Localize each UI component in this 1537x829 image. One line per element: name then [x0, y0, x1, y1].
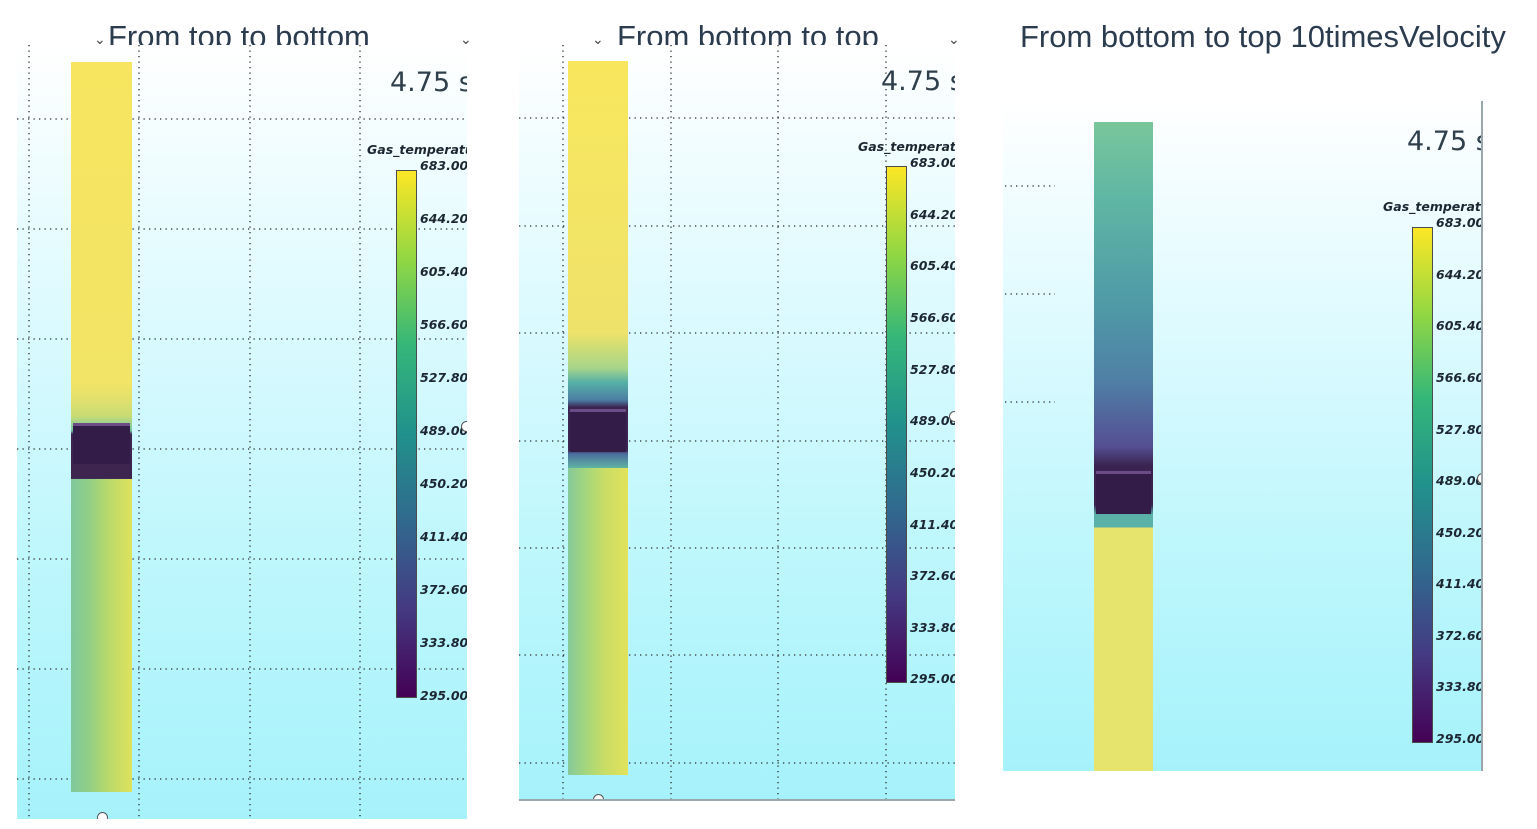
panel-2-cold-particle-bed: [570, 409, 626, 452]
panel-1-corner-marker-icon: ⌄: [94, 31, 106, 47]
panel-2-corner-marker-right-icon: ⌄: [948, 31, 960, 47]
panel-3-tick: 295.00: [1436, 731, 1483, 746]
panel-3-tick: 527.80: [1436, 422, 1483, 437]
panel-2-legend-resize-handle[interactable]: [949, 411, 955, 422]
panel-2-tick: 411.40: [910, 517, 955, 532]
panel-2-tick: 566.60: [910, 310, 955, 325]
panel-1-legend-resize-handle[interactable]: [461, 421, 467, 432]
panel-3-tick: 333.80: [1436, 679, 1483, 694]
panel-3-legend-resize-handle[interactable]: [1477, 473, 1483, 484]
panel-2-bottom-handle[interactable]: [593, 794, 604, 801]
panel-3-tick: 605.40: [1436, 318, 1483, 333]
panel-2-tick: 605.40: [910, 258, 955, 273]
panel-2-tick: 450.20: [910, 465, 955, 480]
panel-1-tick: 333.80: [420, 635, 467, 650]
panel-2-tick: 644.20: [910, 207, 955, 222]
panel-2-tick: 683.00: [910, 155, 955, 170]
panel-2-tick: 527.80: [910, 362, 955, 377]
panel-1-tick: 527.80: [420, 370, 467, 385]
panel-1-bottom-handle[interactable]: [97, 812, 108, 819]
panel-3-title: From bottom to top 10timesVelocity: [1020, 19, 1506, 54]
panel-1-tick: 489.00: [420, 423, 467, 438]
panel-2-legend-title: Gas_temperatu: [858, 139, 955, 154]
panel-2-render-view[interactable]: 4.75 s Gas_temperatu 683.00 644.20 605.4…: [519, 45, 955, 801]
panel-1-tick: 566.60: [420, 317, 467, 332]
panel-3-render-view[interactable]: 4.75 s Gas_temperatu 683.00 644.20 605.4…: [1003, 101, 1483, 771]
panel-2-corner-marker-icon: ⌄: [592, 31, 604, 47]
panel-2-time-readout: 4.75 s: [881, 66, 955, 97]
panel-3-tick: 683.00: [1436, 215, 1483, 230]
panel-3-tick: 489.00: [1436, 473, 1483, 488]
panel-3-tick: 644.20: [1436, 267, 1483, 282]
panel-1-colorbar[interactable]: [396, 170, 417, 698]
panel-1-time-readout: 4.75 s: [390, 67, 467, 98]
panel-3-tick: 372.60: [1436, 628, 1483, 643]
panel-1-cold-particle-bed: [73, 423, 130, 464]
panel-2-tick: 489.00: [910, 413, 955, 428]
panel-1-tick: 450.20: [420, 476, 467, 491]
panel-1-tick: 605.40: [420, 264, 467, 279]
panel-1-tick: 411.40: [420, 529, 467, 544]
panel-3-tick: 450.20: [1436, 525, 1483, 540]
panel-1-tick: 644.20: [420, 211, 467, 226]
panel-2-bottom-edge: [519, 799, 955, 801]
panel-1-lower-hot-region: [71, 479, 132, 792]
panel-3-colorbar[interactable]: [1412, 227, 1433, 743]
panel-2-colorbar[interactable]: [886, 166, 907, 683]
panel-3-time-readout: 4.75 s: [1407, 126, 1483, 157]
panel-2-tick: 295.00: [910, 671, 955, 686]
panel-2-lower-hot-region: [568, 468, 628, 775]
panel-1-legend-title: Gas_temperatu: [367, 142, 467, 157]
panel-1-corner-marker-right-icon: ⌄: [460, 31, 472, 47]
panel-1-tick: 295.00: [420, 688, 467, 703]
panel-2-tick: 372.60: [910, 568, 955, 583]
panel-3-legend-title: Gas_temperatu: [1383, 199, 1483, 214]
panel-1-tick: 683.00: [420, 158, 467, 173]
panel-3-tick: 411.40: [1436, 576, 1483, 591]
panel-2-tick: 333.80: [910, 620, 955, 635]
panel-1-tick: 372.60: [420, 582, 467, 597]
panel-3-right-edge: [1481, 101, 1483, 771]
panel-1-render-view[interactable]: 4.75 s Gas_temperatu 683.00 644.20 605.4…: [17, 45, 467, 819]
panel-3-cold-particle-bed: [1096, 471, 1151, 514]
panel-3-tick: 566.60: [1436, 370, 1483, 385]
panel-3-temperature-column: [1094, 122, 1153, 771]
